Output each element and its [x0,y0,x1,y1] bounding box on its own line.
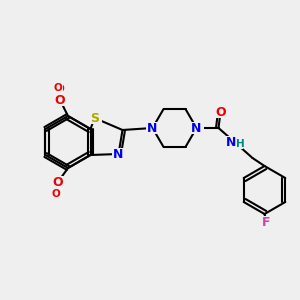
FancyBboxPatch shape [146,122,160,134]
FancyBboxPatch shape [220,136,242,148]
FancyBboxPatch shape [52,176,64,188]
Text: N: N [191,122,202,134]
Text: S: S [90,112,99,124]
FancyBboxPatch shape [50,83,70,94]
Text: F: F [262,215,271,229]
Text: O: O [52,189,60,199]
Text: N: N [226,136,237,148]
FancyBboxPatch shape [53,94,67,106]
Text: O: O [54,83,62,93]
Text: O: O [56,84,64,94]
FancyBboxPatch shape [214,106,227,118]
Text: N: N [147,122,158,134]
Text: O: O [215,106,226,118]
Text: O: O [55,94,65,106]
FancyBboxPatch shape [260,216,272,228]
FancyBboxPatch shape [88,112,101,124]
Text: H: H [236,139,245,149]
Text: O: O [53,176,63,188]
FancyBboxPatch shape [190,122,203,134]
Text: N: N [113,148,124,160]
FancyBboxPatch shape [112,148,125,160]
